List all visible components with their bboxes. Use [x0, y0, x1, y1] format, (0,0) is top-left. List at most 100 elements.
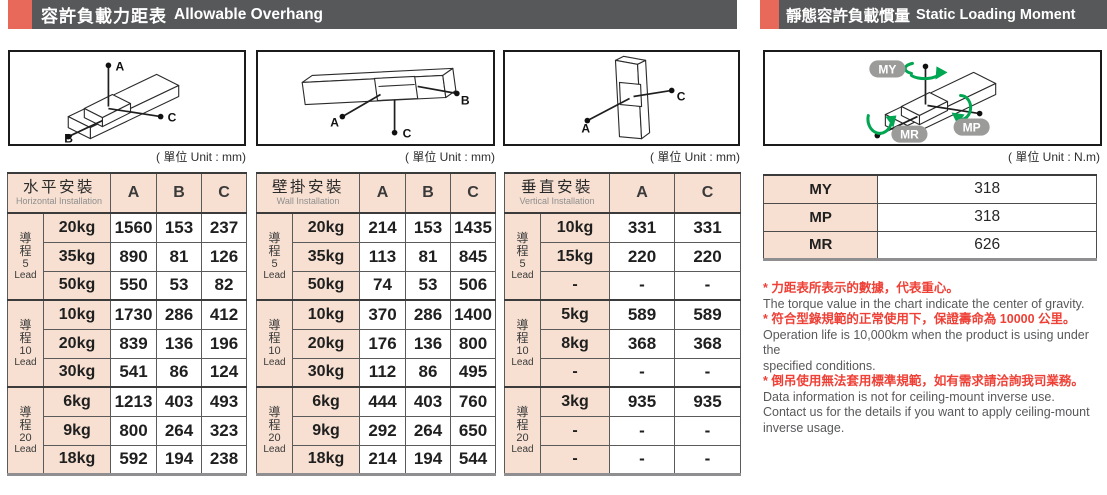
horizontal-lead-10: 導 程 10 Lead: [7, 299, 44, 388]
horizontal-value-cell: 196: [201, 328, 248, 359]
horizontal-lead-20: 導 程 20 Lead: [7, 386, 44, 475]
vertical-value-cell: 368: [674, 328, 742, 359]
section-header-moment: 靜態容許負載慣量 Static Loading Moment: [760, 0, 1107, 29]
horizontal-lead-5: 導 程 5 Lead: [7, 212, 44, 301]
horizontal-value-cell: 82: [201, 270, 248, 301]
wall-value-cell: 403: [405, 386, 452, 417]
horizontal-value-cell: 86: [156, 357, 203, 388]
point-c-label: C: [168, 111, 177, 125]
horizontal-value-cell: 541: [110, 357, 158, 388]
wall-value-cell: 264: [405, 415, 452, 446]
vertical-load-cell: -: [539, 357, 611, 388]
moment-label-MY: MY: [762, 174, 879, 204]
horizontal-load-cell: 10kg: [42, 299, 112, 330]
wall-value-cell: 194: [405, 444, 452, 475]
horizontal-value-cell: 403: [156, 386, 203, 417]
horizontal-value-cell: 264: [156, 415, 203, 446]
wall-load-cell: 20kg: [291, 212, 361, 243]
wall-value-cell: 800: [450, 328, 497, 359]
wall-value-cell: 650: [450, 415, 497, 446]
table-row: 導 程 5 Lead 10kg 331 331: [504, 212, 742, 301]
wall-value-cell: 214: [359, 444, 407, 475]
horizontal-load-cell: 35kg: [42, 241, 112, 272]
table-row: 導 程 20 Lead 3kg 935 935: [504, 386, 742, 475]
vertical-table-title: 垂直安裝 Vertical Installation: [503, 172, 611, 214]
horizontal-load-cell: 30kg: [42, 357, 112, 388]
horizontal-table-slot: 水平安裝 Horizontal Installation A B C 導 程 5 Lead 20…: [6, 172, 248, 476]
vertical-value-cell: -: [609, 415, 676, 446]
vertical-load-cell: 8kg: [539, 328, 611, 359]
wall-lead-10: 導 程 10 Lead: [256, 299, 293, 388]
point-c-label: C: [677, 90, 686, 104]
wall-column-A: A: [359, 172, 407, 214]
horizontal-table-title: 水平安裝 Horizontal Installation: [6, 172, 112, 214]
horizontal-value-cell: 1213: [110, 386, 158, 417]
notes-block: * 力距表所表示的數據，代表重心。 The torque value in the…: [763, 281, 1107, 436]
vertical-column-A: A: [609, 172, 676, 214]
table-row: 18kg 592 194 238: [8, 444, 248, 475]
horizontal-column-B: B: [156, 172, 203, 214]
horizontal-load-cell: 9kg: [42, 415, 112, 446]
table-row: 30kg 541 86 124: [8, 357, 248, 388]
vertical-lead-20: 導 程 20 Lead: [504, 386, 541, 475]
table-row: ---: [505, 357, 742, 388]
point-c-label: C: [403, 127, 412, 141]
table-row: 30kg 112 86 495: [257, 357, 497, 388]
moment-value-MY: 318: [877, 174, 1097, 204]
wall-value-cell: 214: [359, 212, 407, 243]
wall-load-cell: 6kg: [291, 386, 361, 417]
header-accent-square: [760, 0, 779, 29]
moment-label-MR: MR: [762, 230, 879, 260]
wall-load-cell: 9kg: [291, 415, 361, 446]
vertical-load-cell: 3kg: [539, 386, 611, 417]
horizontal-value-cell: 493: [201, 386, 248, 417]
table-row: 8kg 368 368: [505, 328, 742, 359]
vertical-value-cell: 589: [609, 299, 676, 330]
wall-table-slot: 壁掛安裝 Wall Installation A B C 導 程 5 Lead 20kg 214 1…: [255, 172, 497, 476]
vertical-value-cell: -: [674, 357, 742, 388]
moment-mp-label: MP: [963, 121, 981, 135]
horizontal-value-cell: 81: [156, 241, 203, 272]
horizontal-load-cell: 20kg: [42, 328, 112, 359]
table-row: 導 程 20 Lead 6kg 444 403 760: [256, 386, 497, 475]
horizontal-value-cell: 800: [110, 415, 158, 446]
diagram-vertical-installation: A C: [503, 50, 740, 146]
wall-value-cell: 113: [359, 241, 407, 272]
horizontal-value-cell: 890: [110, 241, 158, 272]
note-2-en: Operation life is 10,000km when the prod…: [763, 327, 1089, 373]
diagram-static-moment: MY MP MR: [763, 50, 1102, 146]
horizontal-value-cell: 124: [201, 357, 248, 388]
vertical-load-cell: -: [539, 444, 611, 475]
wall-value-cell: 136: [405, 328, 452, 359]
horizontal-load-cell: 6kg: [42, 386, 112, 417]
overhang-table-horizontal: 水平安裝 Horizontal Installation A B C 導 程 5 Lead 20…: [6, 172, 248, 476]
vertical-load-cell: 5kg: [539, 299, 611, 330]
vertical-value-cell: 368: [609, 328, 676, 359]
wall-load-cell: 20kg: [291, 328, 361, 359]
vertical-table-slot: 垂直安裝 Vertical Installation A C 導 程 5 Lead 10kg 3…: [503, 172, 742, 476]
vertical-lead-10: 導 程 10 Lead: [504, 299, 541, 388]
note-1-zh: * 力距表所表示的數據，代表重心。: [763, 281, 959, 295]
unit-label-mm-3: ( 單位 Unit : mm): [650, 150, 740, 164]
vertical-value-cell: -: [674, 444, 742, 475]
vertical-value-cell: 935: [609, 386, 676, 417]
table-row: 導 程 10 Lead 10kg 370 286 1400: [256, 299, 497, 388]
wall-lead-5: 導 程 5 Lead: [256, 212, 293, 301]
table-row: 15kg 220 220: [505, 241, 742, 272]
unit-label-mm-1: ( 單位 Unit : mm): [156, 150, 246, 164]
wall-value-cell: 112: [359, 357, 407, 388]
horizontal-value-cell: 286: [156, 299, 203, 330]
header-accent-square: [8, 0, 32, 29]
vertical-load-cell: 15kg: [539, 241, 611, 272]
wall-value-cell: 1400: [450, 299, 497, 330]
vertical-column-C: C: [674, 172, 742, 214]
wall-load-cell: 35kg: [291, 241, 361, 272]
horizontal-value-cell: 237: [201, 212, 248, 243]
horizontal-value-cell: 839: [110, 328, 158, 359]
horizontal-value-cell: 126: [201, 241, 248, 272]
moment-rail-diagram: MY MP MR: [866, 60, 997, 143]
moment-title-en: Static Loading Moment: [916, 6, 1076, 23]
point-a-label: A: [115, 59, 124, 73]
moment-value-MR: 626: [877, 230, 1097, 260]
horizontal-value-cell: 1730: [110, 299, 158, 330]
